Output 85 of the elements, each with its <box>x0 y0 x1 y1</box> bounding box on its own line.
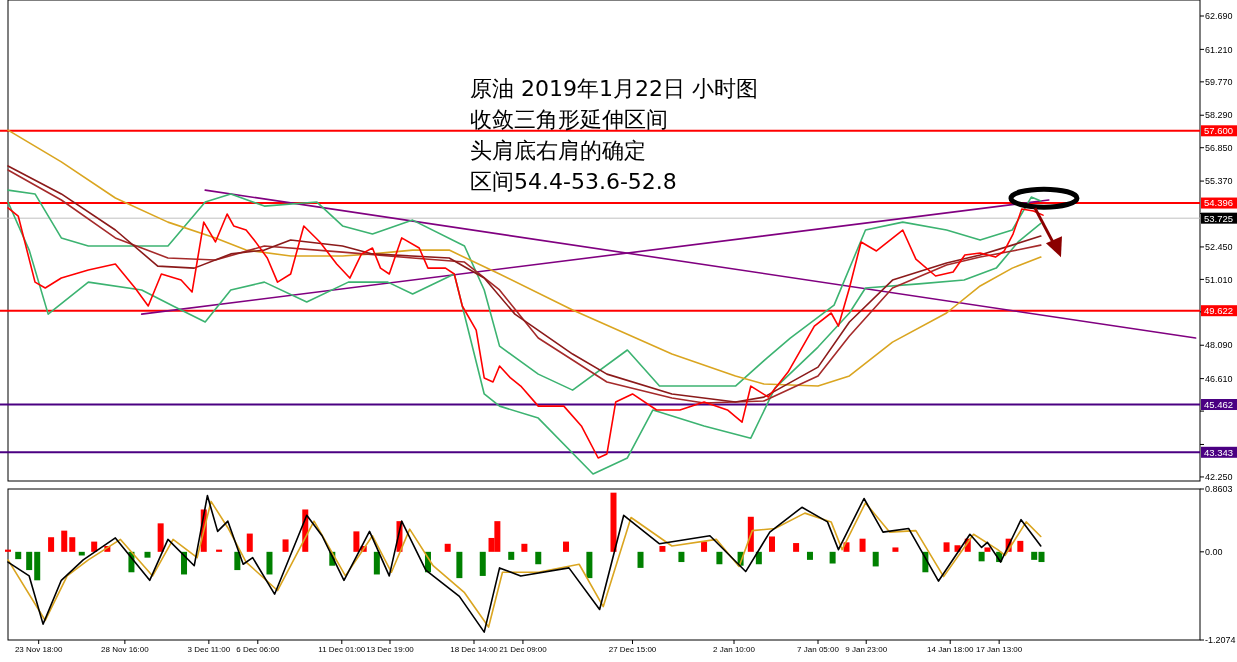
ref-line-label: 54.396 <box>1204 197 1234 209</box>
bar <box>61 530 68 552</box>
annotation: 原油 2019年1月22日 小时图 <box>470 76 758 101</box>
ref-line-label: 57.600 <box>1204 125 1234 137</box>
y-tick-label: 46.610 <box>1205 373 1233 384</box>
bar <box>859 538 866 552</box>
bar <box>157 523 164 552</box>
bar <box>716 551 723 565</box>
y-tick-label: 61.210 <box>1205 44 1233 55</box>
bar <box>216 549 223 552</box>
y-tick-label: 0.00 <box>1205 546 1223 557</box>
x-tick-label: 17 Jan 13:00 <box>976 645 1023 654</box>
x-tick-label: 11 Dec 01:00 <box>318 645 366 654</box>
y-tick-label: 56.850 <box>1205 142 1233 153</box>
y-tick-label: 59.770 <box>1205 77 1233 88</box>
bar <box>768 536 775 552</box>
bar <box>34 551 41 581</box>
annotation: 收敛三角形延伸区间 <box>470 107 668 132</box>
bar <box>91 541 98 552</box>
bar <box>984 547 991 552</box>
y-tick-label: 55.370 <box>1205 176 1233 187</box>
x-tick-label: 2 Jan 10:00 <box>713 645 756 654</box>
bar <box>1038 551 1045 563</box>
x-tick-label: 3 Dec 11:00 <box>187 645 231 654</box>
bar <box>659 545 666 552</box>
bar <box>793 543 800 552</box>
bar <box>872 551 879 567</box>
bar <box>978 551 985 562</box>
x-tick-label: 6 Dec 06:00 <box>236 645 280 654</box>
bar <box>892 547 899 552</box>
bar <box>586 551 593 579</box>
x-tick-label: 28 Nov 16:00 <box>101 645 150 654</box>
y-tick-label: 48.090 <box>1205 340 1233 351</box>
y-tick-label: 42.250 <box>1205 472 1233 483</box>
y-tick-label: 58.290 <box>1205 110 1233 121</box>
annotation: 区间54.4-53.6-52.8 <box>470 169 677 194</box>
bar <box>144 551 151 558</box>
y-tick-label: 62.690 <box>1205 11 1233 22</box>
bar <box>829 551 836 564</box>
bar <box>479 551 486 576</box>
x-tick-label: 27 Dec 15:00 <box>608 645 657 654</box>
bar <box>701 541 708 552</box>
bar <box>353 531 360 552</box>
bar <box>373 551 380 575</box>
bar <box>1017 540 1024 552</box>
x-tick-label: 13 Dec 19:00 <box>366 645 415 654</box>
bar <box>246 533 253 552</box>
y-tick-label: -1.2074 <box>1205 635 1236 646</box>
y-tick-label: 51.010 <box>1205 274 1233 285</box>
bar <box>48 537 55 552</box>
bar <box>610 492 617 552</box>
bar <box>755 551 762 565</box>
bar <box>5 549 11 552</box>
y-tick-label: 52.450 <box>1205 242 1233 253</box>
bar <box>15 551 22 560</box>
bar <box>806 551 813 560</box>
bar <box>26 551 33 571</box>
bar <box>69 537 76 552</box>
x-tick-label: 23 Nov 18:00 <box>14 645 64 654</box>
y-tick-label: 0.8603 <box>1205 484 1233 495</box>
bar <box>1031 551 1038 560</box>
bar <box>678 551 685 563</box>
ref-line-label: 45.462 <box>1204 398 1234 410</box>
bar <box>943 542 950 552</box>
ref-line-label: 53.725 <box>1204 212 1234 224</box>
bar <box>637 551 644 568</box>
bar <box>747 516 754 552</box>
x-tick-label: 14 Jan 18:00 <box>927 645 974 654</box>
x-tick-label: 7 Jan 05:00 <box>797 645 840 654</box>
line-series <box>7 129 1042 387</box>
bar <box>563 541 570 552</box>
bar <box>535 551 542 565</box>
x-tick-label: 18 Dec 14:00 <box>450 645 499 654</box>
annotation: 头肩底右肩的确定 <box>470 138 646 163</box>
bar <box>508 551 515 560</box>
ref-line-label: 43.343 <box>1204 446 1234 458</box>
ref-line-label: 49.622 <box>1204 305 1234 317</box>
bar <box>266 551 273 575</box>
bar <box>456 551 463 579</box>
bar <box>521 543 528 552</box>
bar <box>234 551 241 571</box>
x-tick-label: 9 Jan 23:00 <box>845 645 888 654</box>
bar <box>282 539 289 552</box>
bar <box>444 543 451 552</box>
x-tick-label: 21 Dec 09:00 <box>499 645 548 654</box>
